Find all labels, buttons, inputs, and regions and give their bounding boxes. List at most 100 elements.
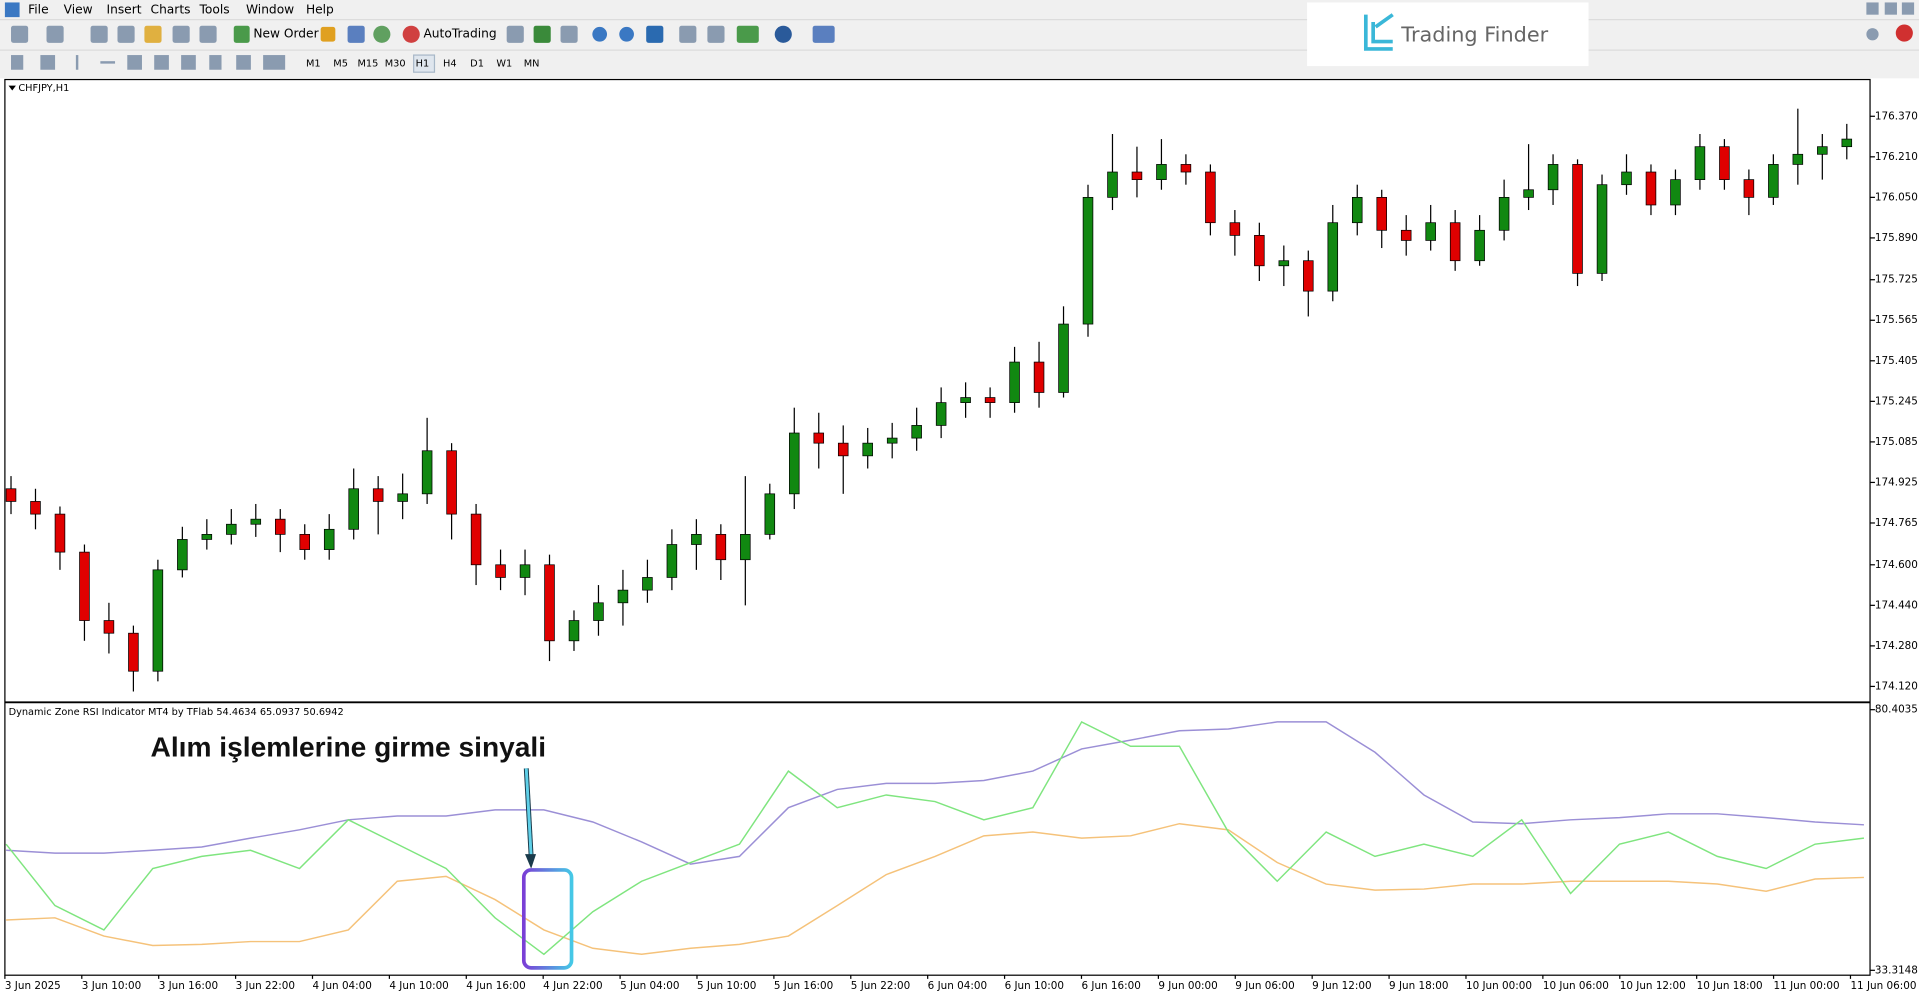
menu-item[interactable]: File	[28, 2, 48, 16]
menu-item[interactable]: Help	[306, 2, 334, 16]
icon[interactable]	[90, 25, 108, 43]
icon[interactable]	[646, 25, 664, 43]
icon[interactable]	[172, 25, 190, 43]
icon[interactable]	[11, 25, 29, 43]
icon[interactable]	[707, 25, 725, 43]
icon[interactable]	[347, 25, 365, 43]
icon[interactable]	[144, 25, 162, 43]
y-tick-label: 176.370	[1875, 110, 1918, 122]
icon[interactable]	[117, 25, 135, 43]
icon[interactable]	[263, 55, 286, 70]
indicator-line	[6, 822, 1864, 956]
candle-body	[1792, 153, 1804, 165]
menu-item[interactable]: Charts	[151, 2, 191, 16]
candle-body	[421, 450, 433, 495]
candle-body	[544, 564, 555, 642]
window-button[interactable]	[1901, 2, 1915, 15]
icon[interactable]	[373, 25, 391, 43]
search-icon[interactable]	[1866, 28, 1879, 41]
indicator-label: Dynamic Zone RSI Indicator MT4 by TFlab …	[9, 707, 344, 718]
candle-body	[1107, 171, 1118, 198]
icon[interactable]	[619, 26, 634, 42]
candle-body	[1033, 361, 1045, 393]
timeframe-button[interactable]: H1	[416, 59, 430, 70]
x-tick-label: 4 Jun 16:00	[466, 980, 525, 992]
icon[interactable]	[774, 25, 792, 43]
menu-item[interactable]: Insert	[106, 2, 141, 16]
candle-body	[862, 442, 873, 457]
x-tick-label: 9 Jun 06:00	[1235, 980, 1294, 992]
icon[interactable]	[736, 25, 759, 43]
menu-item[interactable]: Window	[246, 2, 294, 16]
icon[interactable]	[181, 55, 196, 70]
icon[interactable]	[560, 25, 578, 43]
icon[interactable]	[75, 55, 79, 70]
candle-body	[5, 488, 17, 502]
candle-body	[960, 397, 971, 403]
candle-body	[1009, 361, 1020, 403]
timeframe-button[interactable]: M30	[385, 59, 406, 70]
candle-body	[1400, 229, 1412, 241]
icon[interactable]	[592, 26, 608, 42]
icon[interactable]	[679, 25, 697, 43]
x-tick-label: 10 Jun 18:00	[1697, 980, 1763, 992]
candle-body	[1327, 222, 1339, 292]
y-tick-label: 176.210	[1875, 151, 1918, 163]
icon[interactable]	[40, 55, 56, 70]
autotrading-button[interactable]: AutoTrading	[423, 27, 496, 41]
candle-body	[1156, 164, 1167, 180]
timeframe-button[interactable]: MN	[524, 59, 540, 70]
timeframe-button[interactable]: H4	[443, 59, 457, 70]
candle-body	[837, 442, 849, 457]
new-order-button[interactable]: New Order	[253, 27, 319, 41]
timeframe-button[interactable]: M15	[357, 59, 378, 70]
icon[interactable]	[320, 26, 336, 42]
timeframe-button[interactable]: M5	[333, 59, 348, 70]
menu-item[interactable]: Tools	[198, 2, 229, 16]
candle-body	[348, 488, 359, 530]
candle-body	[1205, 171, 1216, 224]
window-button[interactable]	[1884, 2, 1897, 15]
signal-box	[521, 868, 574, 970]
icon[interactable]	[236, 55, 251, 70]
icon[interactable]	[127, 55, 142, 70]
candle-body	[1449, 222, 1461, 262]
x-tick-label: 4 Jun 10:00	[389, 980, 448, 992]
icon[interactable]	[812, 25, 835, 43]
notification-icon[interactable]	[1895, 24, 1913, 42]
icon[interactable]	[506, 25, 524, 43]
icon[interactable]	[100, 61, 116, 64]
window-button[interactable]	[1866, 2, 1879, 15]
candle-body	[715, 534, 727, 561]
icon[interactable]	[233, 25, 250, 43]
y-tick-label: 174.600	[1875, 559, 1918, 571]
candle-body	[984, 397, 996, 403]
candle-body	[226, 523, 237, 535]
menu-item[interactable]: View	[64, 2, 93, 16]
candle-body	[1817, 146, 1828, 155]
candle-body	[323, 528, 335, 550]
toolbar-icons	[11, 2, 1915, 70]
x-tick-label: 4 Jun 22:00	[543, 980, 602, 992]
candle-body	[1768, 164, 1779, 198]
candle-body	[274, 518, 286, 535]
icon[interactable]	[11, 55, 24, 70]
timeframe-button[interactable]: D1	[470, 59, 484, 70]
icon[interactable]	[46, 25, 64, 43]
x-tick-label: 6 Jun 04:00	[928, 980, 987, 992]
icon[interactable]	[199, 25, 217, 43]
candle-body	[911, 425, 922, 439]
icon[interactable]	[533, 25, 551, 43]
timeframe-button[interactable]: M1	[306, 59, 321, 70]
y-tick-label: 175.405	[1875, 355, 1918, 367]
y-tick-label: 175.890	[1875, 232, 1918, 244]
candle-body	[666, 544, 678, 578]
y-tick-label: 175.245	[1875, 395, 1918, 407]
candle-body	[617, 589, 629, 604]
candle-body	[1572, 164, 1583, 274]
timeframe-button[interactable]: W1	[496, 59, 512, 70]
icon[interactable]	[154, 55, 169, 70]
icon[interactable]	[209, 55, 222, 70]
icon[interactable]	[402, 25, 420, 43]
candle-body	[495, 564, 506, 578]
